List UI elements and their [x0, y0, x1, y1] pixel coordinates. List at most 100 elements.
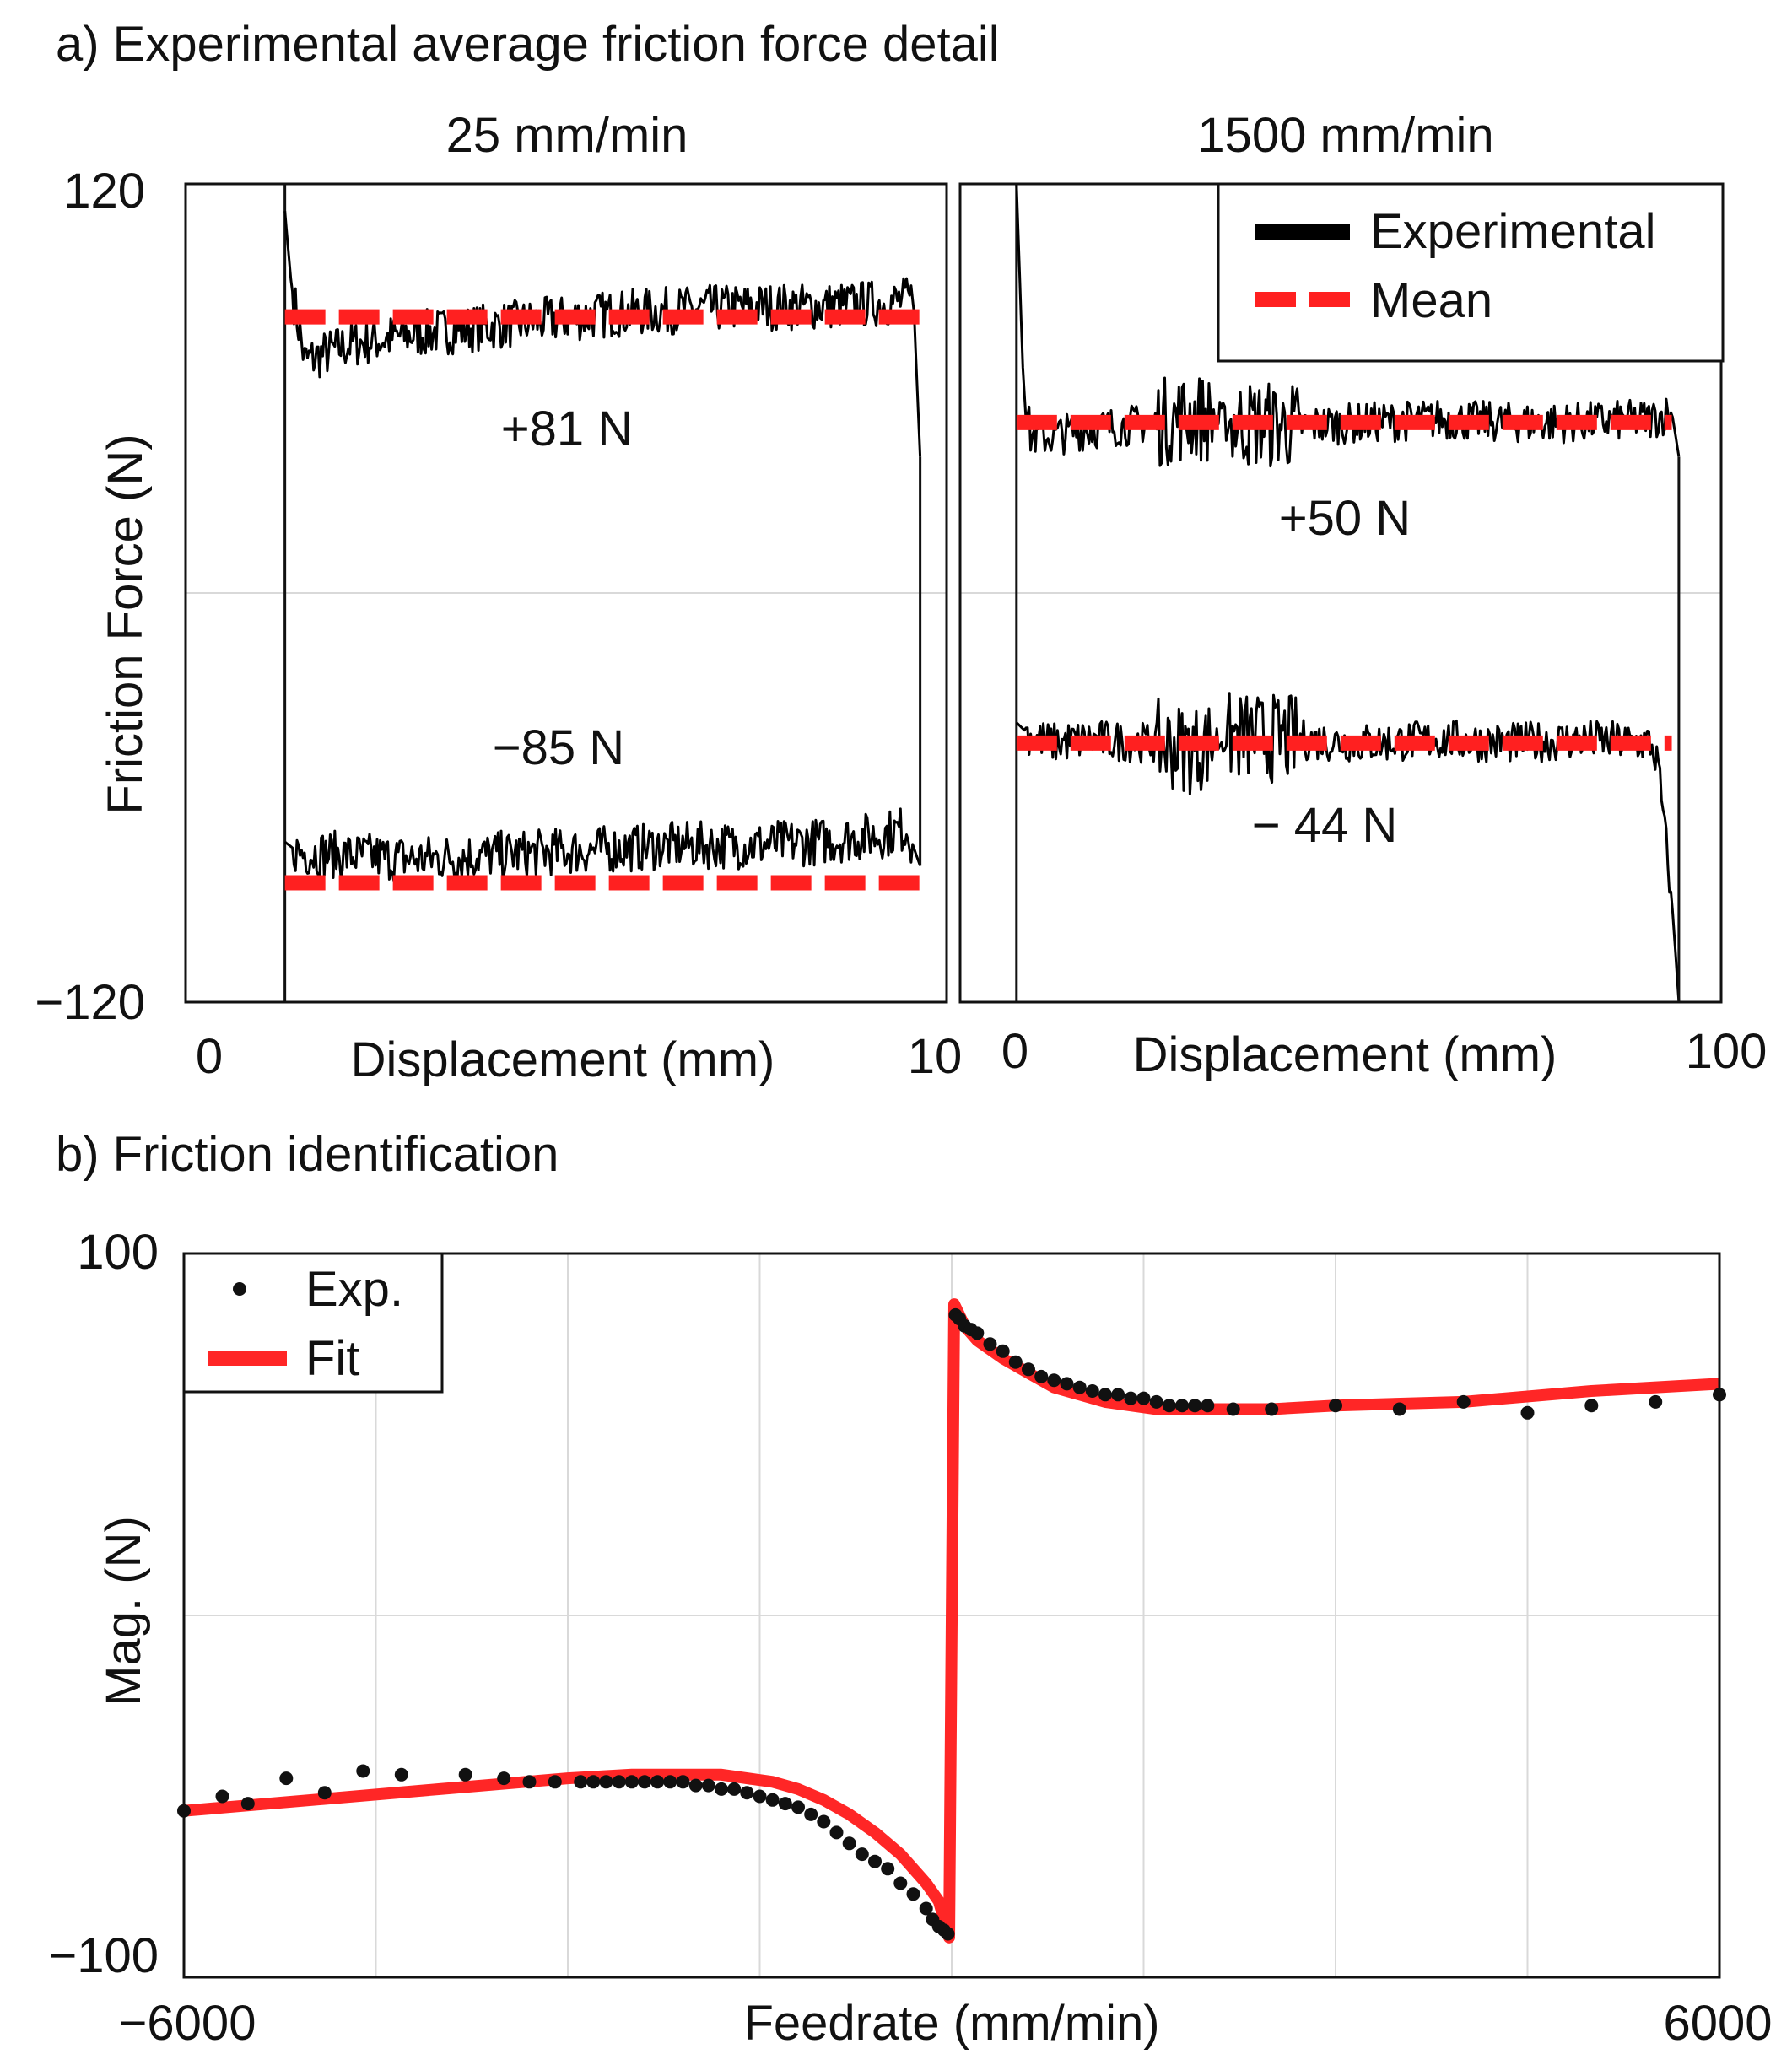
exp-point: [1201, 1399, 1215, 1413]
exp-point: [996, 1344, 1010, 1358]
panel-b-x-tick-left: −6000: [119, 1996, 256, 2051]
panel-b-x-axis-label: Feedrate (mm/min): [743, 1996, 1159, 2051]
exp-point: [740, 1786, 754, 1800]
panel-a-right-x-tick-0: 0: [1001, 1024, 1028, 1079]
exp-point: [240, 1797, 255, 1811]
exp-point: [893, 1876, 908, 1890]
exp-point: [919, 1901, 933, 1916]
panel-a-left-plot: [184, 182, 948, 1004]
exp-point: [1520, 1405, 1535, 1420]
annotation-left-negative: −85 N: [493, 720, 624, 775]
exp-point: [765, 1793, 780, 1807]
experimental-trace-left-positive: [283, 211, 922, 457]
exp-point: [574, 1775, 588, 1789]
exp-point: [624, 1775, 639, 1789]
exp-point: [941, 1927, 955, 1941]
exp-point: [868, 1854, 882, 1868]
exp-point: [1098, 1388, 1112, 1402]
exp-point: [1047, 1373, 1061, 1388]
exp-point: [1111, 1388, 1125, 1402]
exp-point: [317, 1786, 332, 1800]
exp-point: [842, 1836, 856, 1851]
exp-point: [817, 1814, 831, 1829]
exp-point: [522, 1775, 537, 1789]
exp-point: [1329, 1399, 1342, 1413]
panel-b-legend: Exp. Fit: [182, 1252, 444, 1394]
panel-b-y-tick-bottom: −100: [48, 1928, 159, 1983]
exp-point: [983, 1337, 997, 1351]
exp-point: [586, 1775, 601, 1789]
legend-experimental-label: Experimental: [1370, 204, 1655, 259]
panel-a-legend: Experimental Mean: [1217, 182, 1725, 363]
exp-point: [394, 1767, 408, 1782]
panel-a-right-plot: [958, 182, 1723, 1004]
exp-point: [1188, 1399, 1202, 1413]
exp-point: [1060, 1377, 1074, 1391]
exp-point: [676, 1775, 690, 1789]
exp-point: [1136, 1391, 1151, 1405]
legend-exp-swatch: [233, 1282, 246, 1296]
panel-b-y-axis-label: Mag. (N): [96, 1516, 151, 1706]
exp-point: [1085, 1384, 1099, 1398]
exp-point: [701, 1778, 715, 1793]
exp-point: [715, 1782, 728, 1796]
exp-point: [548, 1775, 562, 1789]
exp-point: [650, 1775, 665, 1789]
panel-b-frame: [182, 1252, 1721, 1979]
exp-point: [638, 1775, 651, 1789]
exp-point: [356, 1764, 370, 1778]
panel-a-legend-box: [1217, 182, 1725, 363]
annotation-right-positive: +50 N: [1279, 491, 1411, 546]
panel-a-left-x-axis-label: Displacement (mm): [351, 1032, 775, 1087]
exp-point: [804, 1807, 818, 1821]
exp-point: [1008, 1355, 1023, 1369]
exp-point: [663, 1775, 677, 1789]
legend-exp-label: Exp.: [305, 1262, 403, 1317]
panel-a-left-frame: [184, 182, 948, 1004]
exp-point: [1034, 1369, 1049, 1383]
exp-point: [855, 1847, 869, 1862]
exp-point: [1175, 1399, 1189, 1413]
fit-curve: [183, 1298, 1720, 1944]
exp-point: [215, 1789, 229, 1804]
panel-a-right-x-tick-100: 100: [1686, 1024, 1768, 1079]
exp-point: [881, 1862, 895, 1876]
panel-a-y-tick-bottom: −120: [35, 975, 145, 1030]
panel-b-legend-box: [182, 1252, 444, 1394]
legend-mean-label: Mean: [1370, 273, 1492, 328]
exp-point: [599, 1775, 613, 1789]
panel-a-y-axis-label: Friction Force (N): [98, 434, 153, 814]
annotation-right-negative: − 44 N: [1252, 798, 1398, 853]
exp-point: [279, 1771, 294, 1786]
panel-a-left-subtitle: 25 mm/min: [446, 108, 688, 163]
exp-point: [612, 1775, 626, 1789]
exp-point: [753, 1789, 767, 1804]
exp-point: [778, 1797, 792, 1811]
exp-point: [1649, 1394, 1663, 1409]
exp-point: [1456, 1394, 1471, 1409]
panel-a-left-x-tick-10: 10: [908, 1029, 963, 1084]
exp-point: [1265, 1402, 1279, 1416]
exp-point: [1072, 1380, 1087, 1394]
exp-point: [688, 1778, 703, 1793]
exp-point: [1149, 1394, 1163, 1409]
exp-point: [1226, 1402, 1240, 1416]
panel-b-x-tick-right: 6000: [1663, 1996, 1772, 2051]
panel-a-right-subtitle: 1500 mm/min: [1197, 108, 1493, 163]
annotation-left-positive: +81 N: [501, 402, 633, 456]
legend-fit-label: Fit: [305, 1331, 359, 1386]
panel-b-title: b) Friction identification: [56, 1127, 559, 1182]
panel-a-y-tick-top: 120: [63, 164, 145, 218]
panel-a-title: a) Experimental average friction force d…: [56, 17, 1000, 72]
panel-b-y-tick-top: 100: [77, 1225, 159, 1280]
exp-point: [970, 1326, 985, 1340]
exp-point: [1022, 1362, 1035, 1377]
exp-point: [906, 1887, 920, 1901]
exp-point: [727, 1782, 742, 1796]
panel-a-right-x-axis-label: Displacement (mm): [1133, 1027, 1557, 1082]
exp-point: [829, 1825, 844, 1840]
exp-point: [458, 1767, 472, 1782]
exp-point: [1392, 1402, 1406, 1416]
exp-point: [1124, 1391, 1138, 1405]
